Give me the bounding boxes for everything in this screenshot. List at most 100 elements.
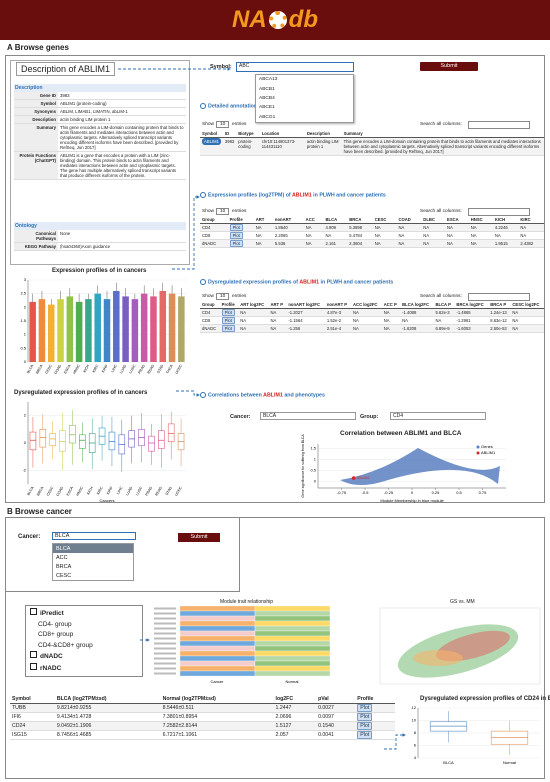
x-tick-label: CESC	[44, 364, 53, 375]
dropdown-option[interactable]: ABCA13	[259, 77, 278, 83]
table-cell: 9.4134±1.4728	[54, 712, 161, 722]
bar	[168, 293, 176, 362]
row-label	[154, 652, 176, 655]
x-tick-label: LUSC	[135, 486, 143, 497]
menu-item[interactable]: CD8+ group	[30, 630, 93, 641]
dropdown-option[interactable]: ABCG1	[259, 114, 276, 120]
cell-text: 8.63e-12	[490, 318, 507, 323]
box-chart: 4 6 8 10 12 BLCA Normal	[412, 705, 540, 765]
table-cell: NA	[445, 223, 469, 232]
submit-button[interactable]: Submit	[420, 62, 478, 71]
dropdown-option[interactable]: ABCB4	[259, 95, 275, 101]
chart-title: Correlation between ABLIM1 and BLCA	[340, 430, 462, 437]
table-cell: CD4	[200, 223, 228, 232]
heatmap-cell	[254, 625, 331, 632]
dropdown-option[interactable]: BLCA	[53, 544, 133, 553]
table-cell: ISG15	[10, 730, 55, 740]
data-table: Symbol BLCA (log2TPM±sd) Normal (log2TPM±s…	[10, 695, 395, 740]
plot-button[interactable]: Plot	[229, 240, 243, 247]
menu-item[interactable]: iPredict	[30, 608, 93, 620]
table-cell: Plot	[219, 316, 239, 325]
row-label: Gene ID	[14, 92, 58, 100]
heatmap-cell	[179, 625, 256, 632]
table-heading: Ontology	[14, 222, 186, 230]
heading-text: Detailed annotation	[208, 103, 258, 110]
table-cell: 2.2065	[272, 231, 304, 240]
y-tick-label: 0.5	[20, 345, 26, 350]
table-cell: 1.52e-2	[324, 316, 352, 325]
table-cell: dNADC	[200, 239, 228, 248]
cell-text: -1.6053	[456, 326, 471, 331]
legend-label: ABLIM1	[481, 450, 496, 455]
plot-button[interactable]: Plot	[229, 224, 243, 231]
column-header: Profile	[355, 695, 395, 704]
menu-item[interactable]: rNADC	[30, 662, 93, 675]
column-header: ACC	[303, 216, 324, 224]
x-tick-label: LIHC	[116, 486, 124, 495]
plot-button[interactable]: Plot	[229, 232, 243, 239]
menu-item[interactable]: CD4- group	[30, 620, 93, 631]
plot-button[interactable]: Plot	[357, 731, 373, 739]
plot-button[interactable]: Plot	[221, 309, 235, 316]
search-box[interactable]	[468, 121, 530, 129]
cell-text: NA	[512, 310, 519, 315]
entries-label: entries	[232, 122, 247, 127]
box-body	[39, 429, 47, 448]
table-cell: NA	[268, 324, 287, 333]
dropdown-option[interactable]: ABCE1	[259, 105, 275, 111]
box-body	[59, 430, 66, 452]
y-tick-label: 1.5	[20, 318, 26, 323]
dropdown-option[interactable]: ACC	[56, 554, 68, 561]
table-cell: NA	[323, 231, 348, 240]
section-heading: Correlations between ABLIM1 and phenotyp…	[200, 392, 325, 398]
plot-button[interactable]: Plot	[357, 713, 373, 721]
plot-button[interactable]: Plot	[221, 317, 235, 324]
table-row: Symbol ABLIM1 (protein-coding)	[14, 99, 186, 108]
cell-text: NA	[494, 233, 501, 238]
search-box[interactable]	[468, 208, 530, 216]
cell-text: -1.2961	[456, 318, 471, 323]
section-heading: Dysregulated expression profiles of ABLI…	[200, 279, 393, 285]
bar	[113, 290, 120, 362]
table-row: Gene ID 3983	[14, 92, 186, 100]
x-tick-label: -0.75	[337, 490, 347, 495]
cell-text: 2.2065	[274, 233, 288, 238]
table-cell: NA	[510, 308, 544, 317]
submit-button[interactable]: Submit	[178, 533, 220, 542]
dropdown: BLCA ACC BRCA CESC	[52, 543, 134, 581]
dropdown-option[interactable]: BRCA	[56, 563, 72, 570]
menu-item[interactable]: CD4-&CD8+ group	[30, 641, 93, 652]
table-cell: 2.161	[323, 239, 348, 248]
section-heading: Expression profiles (log2TPM) of ABLIM1 …	[200, 192, 386, 198]
cell-text: 0.0027	[318, 705, 334, 711]
plot-button[interactable]: Plot	[357, 722, 373, 730]
dropdown-option[interactable]: ABCB1	[259, 86, 275, 92]
x-tick-label: 0.25	[432, 490, 441, 495]
cell-text: NA	[398, 233, 405, 238]
plot-button[interactable]: Plot	[357, 704, 373, 712]
menu-item[interactable]: dNADC	[30, 651, 93, 663]
box-body	[167, 423, 175, 442]
row-label	[154, 627, 176, 630]
bar	[75, 301, 83, 362]
column-header: Summary	[341, 130, 544, 138]
x-tick-label: LIHC	[110, 364, 118, 373]
table-cell: NA	[510, 324, 544, 333]
x-tick-label: BLCA	[26, 363, 34, 374]
cell-text: 4.909	[325, 225, 336, 230]
table-cell: NA	[253, 239, 273, 248]
bar	[103, 299, 111, 362]
plot-button[interactable]: Plot	[221, 325, 235, 332]
bar	[29, 301, 36, 362]
cell-text: -1.6208	[402, 326, 417, 331]
dropdown-option[interactable]: CESC	[56, 572, 72, 579]
column-header: BLCA log2FC	[400, 301, 434, 309]
cell-text: NA	[353, 326, 359, 331]
table-cell: 2.057	[273, 730, 317, 740]
table-cell: dNADC	[200, 324, 220, 333]
column-header: Biotype	[236, 130, 260, 138]
search-box[interactable]	[468, 293, 530, 301]
entries-label: entries	[232, 209, 247, 214]
